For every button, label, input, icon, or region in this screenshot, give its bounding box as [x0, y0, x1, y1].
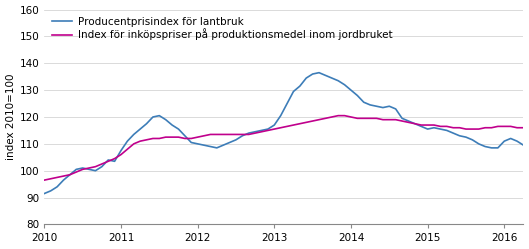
- Producentprisindex för lantbruk: [297, 85, 303, 88]
- Index för inköpspriser på produktionsmedel inom jordbruket: [195, 136, 201, 139]
- Index för inköpspriser på produktionsmedel inom jordbruket: [124, 148, 131, 151]
- Producentprisindex för lantbruk: [316, 71, 322, 74]
- Index för inköpspriser på produktionsmedel inom jordbruket: [41, 179, 48, 182]
- Y-axis label: index 2010=100: index 2010=100: [6, 74, 15, 160]
- Line: Index för inköpspriser på produktionsmedel inom jordbruket: Index för inköpspriser på produktionsmed…: [44, 116, 529, 180]
- Producentprisindex för lantbruk: [195, 142, 201, 145]
- Producentprisindex för lantbruk: [124, 140, 131, 143]
- Producentprisindex för lantbruk: [41, 192, 48, 195]
- Index för inköpspriser på produktionsmedel inom jordbruket: [335, 114, 341, 117]
- Index för inköpspriser på produktionsmedel inom jordbruket: [297, 122, 303, 125]
- Line: Producentprisindex för lantbruk: Producentprisindex för lantbruk: [44, 73, 529, 193]
- Legend: Producentprisindex för lantbruk, Index för inköpspriser på produktionsmedel inom: Producentprisindex för lantbruk, Index f…: [50, 15, 395, 42]
